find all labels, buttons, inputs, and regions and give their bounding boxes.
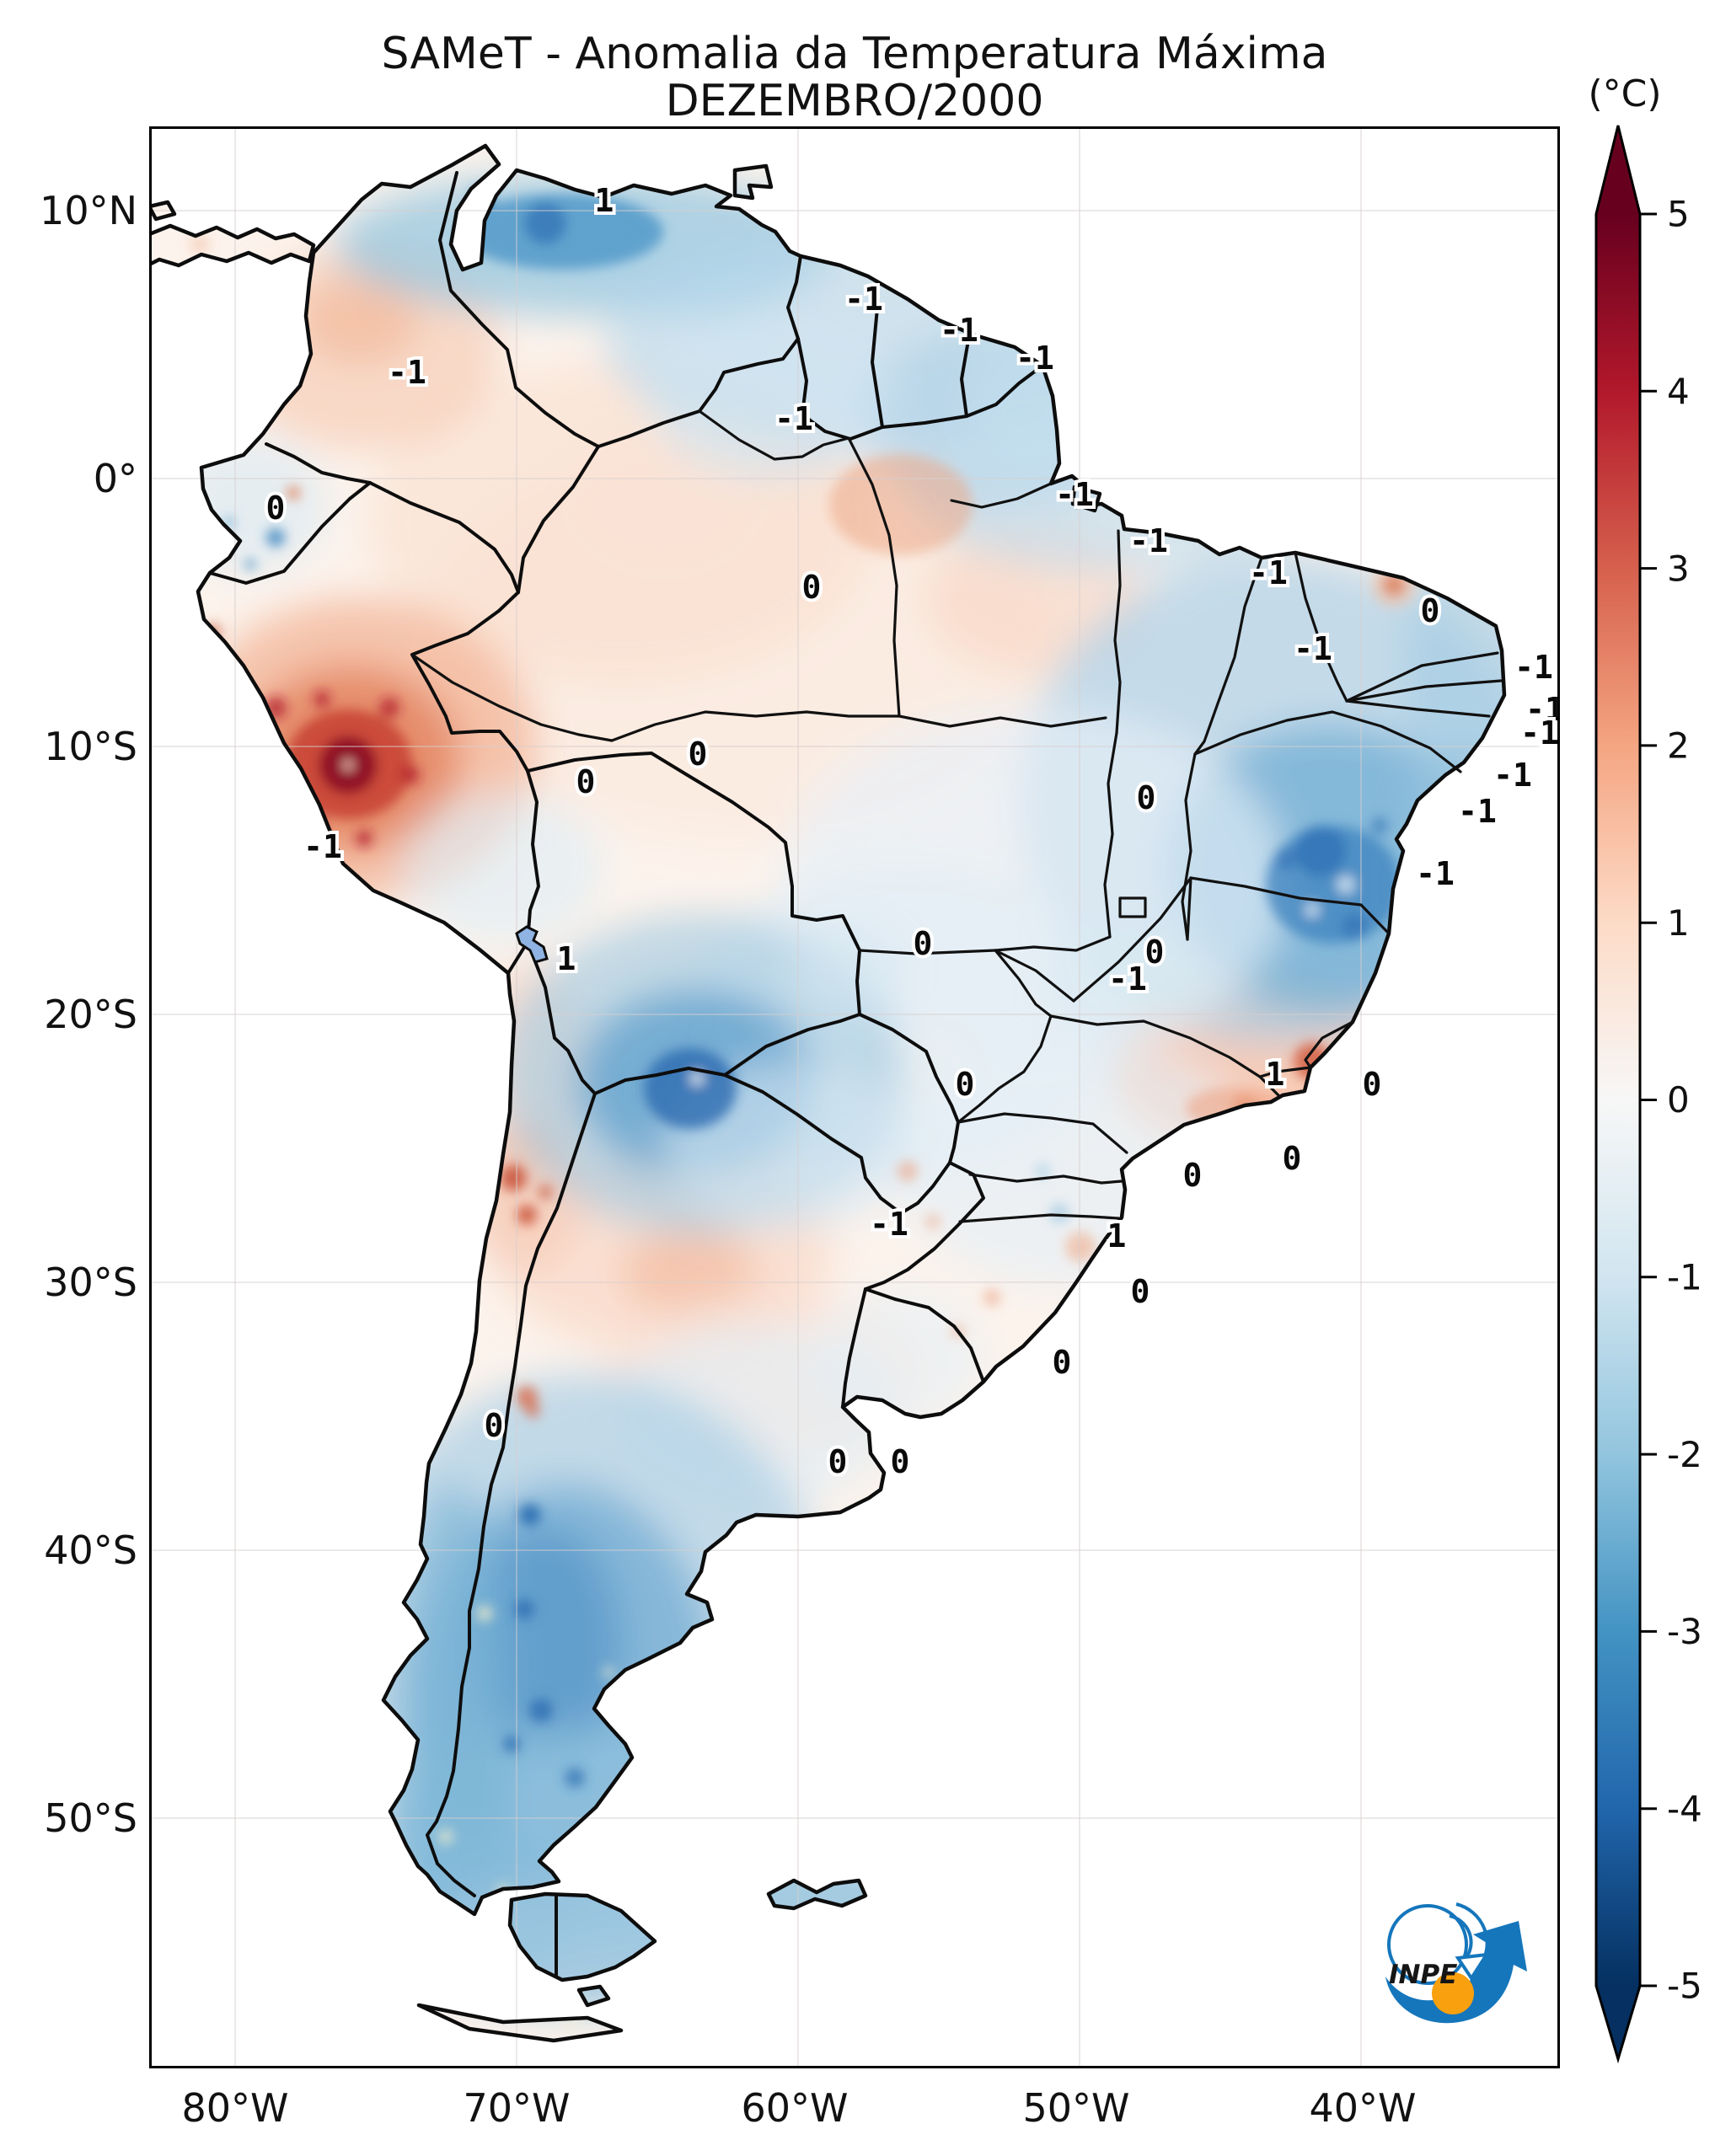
contour-label: 0 [1131, 1273, 1150, 1310]
lat-tick-label: 30°S [44, 1260, 137, 1305]
colorbar-tick-label: 5 [1667, 194, 1690, 235]
colorbar-tick-label: 0 [1667, 1079, 1690, 1121]
contour-label: 0 [802, 569, 822, 606]
contour-label: 0 [266, 490, 286, 527]
colorbar-bottom-arrow [1596, 1986, 1640, 2059]
figure-title: SAMeT - Anomalia da Temperatura Máxima D… [149, 30, 1560, 125]
title-line-2: DEZEMBRO/2000 [665, 76, 1044, 126]
contour-label: 0 [485, 1407, 504, 1444]
logo-down-arrow-icon [1455, 1952, 1490, 1982]
lat-tick-label: 50°S [44, 1795, 137, 1841]
colorbar-tick-label: -4 [1667, 1788, 1702, 1829]
contour-label: 0 [1283, 1140, 1302, 1177]
colorbar-tick-label: -1 [1667, 1257, 1702, 1298]
lat-tick-label: 40°S [44, 1527, 137, 1573]
contour-label: 0 [689, 736, 708, 773]
lat-tick-label: 20°S [44, 992, 137, 1037]
colorbar-unit-label: (°C) [1591, 76, 1662, 115]
contour-label: 0 [576, 763, 596, 800]
contour-label: -1 [1129, 522, 1168, 559]
logo-sun-icon [1432, 1972, 1474, 2014]
colorbar-top-arrow [1596, 126, 1640, 214]
country-borders [208, 171, 1044, 1977]
contour-label: -1 [388, 354, 426, 391]
contour-label: 0 [914, 925, 933, 962]
graticule [149, 126, 1560, 2068]
contour-label: -1 [1294, 630, 1332, 667]
lake-titicaca [515, 925, 549, 964]
lon-tick-label: 80°W [181, 2085, 289, 2131]
logo-orbit-icon [1387, 1904, 1468, 1985]
logo-swoosh-arrow-icon [1385, 1921, 1527, 2024]
colorbar-tick-label: 4 [1667, 371, 1690, 412]
contour-label: -1 [1493, 757, 1532, 794]
colorbar-tick-label: -2 [1667, 1434, 1702, 1475]
contour-label: -1 [1055, 476, 1094, 513]
contour-label: 0 [1363, 1066, 1382, 1103]
contour-label: 1 [1107, 1217, 1127, 1255]
contour-label: 0 [1145, 934, 1165, 971]
lon-tick-label: 40°W [1309, 2085, 1417, 2131]
contour-label: 0 [828, 1443, 848, 1480]
title-line-1: SAMeT - Anomalia da Temperatura Máxima [381, 29, 1328, 79]
contour-label: 0 [1183, 1157, 1203, 1194]
contour-label: -1 [1016, 340, 1054, 377]
colorbar-tick-label: 3 [1667, 548, 1690, 589]
colorbar-tick-label: -5 [1667, 1966, 1702, 2007]
lat-tick-label: 0° [93, 456, 137, 501]
colorbar-tick-label: -3 [1667, 1611, 1702, 1652]
lon-tick-label: 50°W [1022, 2085, 1130, 2131]
contour-label: -1 [940, 312, 978, 349]
lon-tick-label: 70°W [463, 2085, 571, 2131]
inpe-logo: INPE [1385, 1902, 1527, 2024]
contour-label: 1 [1266, 1056, 1285, 1093]
contour-label: -1 [1416, 855, 1455, 892]
contour-label: -1 [1249, 554, 1288, 591]
contour-label: -1 [1514, 649, 1553, 686]
contour-label: 0 [1421, 592, 1440, 629]
colorbar-ticks: 5 4 3 2 1 0 -1 -2 -3 -4 -5 [1640, 194, 1702, 2007]
contour-label: -1 [870, 1206, 908, 1243]
lat-tick-label: 10°S [44, 724, 137, 769]
contour-label: 0 [1137, 779, 1156, 816]
contour-label: -1 [1108, 960, 1147, 998]
colorbar-tick-label: 1 [1667, 902, 1690, 944]
contour-label: -1 [1458, 793, 1497, 830]
colorbar: (°C) 5 4 3 2 1 0 -1 -2 -3 -4 -5 [1591, 76, 1702, 2064]
colorbar-tick-label: 2 [1667, 725, 1690, 767]
contour-label: 0 [1053, 1344, 1072, 1381]
contour-label: 1 [595, 182, 614, 219]
contour-label: -1 [303, 828, 342, 865]
contour-label: -1 [844, 281, 883, 318]
state-borders [410, 409, 1503, 1223]
logo-text: INPE [1389, 1960, 1457, 1990]
contour-label: -1 [774, 400, 813, 437]
lon-tick-label: 60°W [741, 2085, 849, 2131]
contour-label: 0 [891, 1443, 910, 1480]
contour-label: 0 [956, 1066, 975, 1103]
contour-label: 1 [557, 940, 576, 977]
contour-label: -1 [1525, 691, 1560, 728]
contour-label: -1 [1520, 714, 1559, 752]
colorbar-gradient [1596, 214, 1640, 1986]
lat-tick-label: 10°N [40, 188, 137, 233]
